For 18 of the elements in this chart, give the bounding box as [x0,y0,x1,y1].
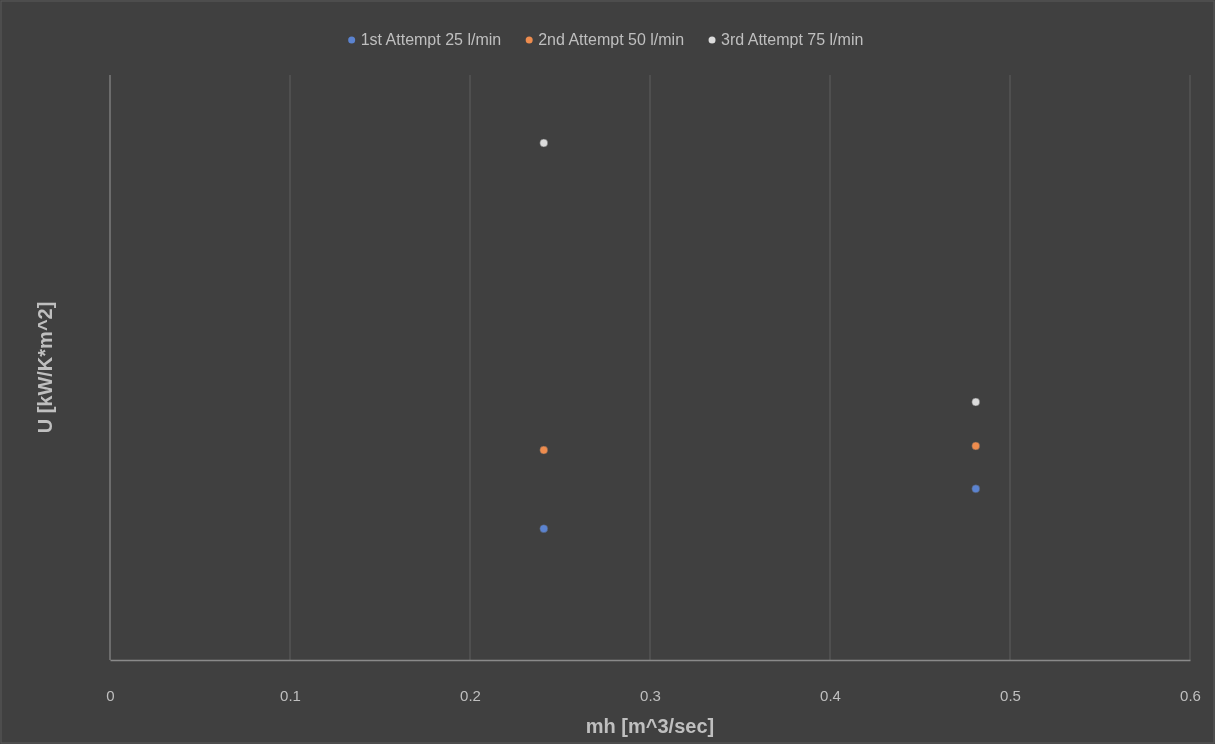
x-tick-label: 0 [106,686,115,704]
point [539,524,549,533]
x-tick-label: 0.5 [1000,686,1021,704]
point [971,484,981,494]
y-axis-title: U [kW/K*m^2] [34,301,56,434]
point [539,138,549,148]
point [971,441,981,451]
legend-label: 1st Attempt 25 l/min [360,31,502,48]
x-tick-label: 0.3 [640,686,661,704]
legend-label: 3rd Attempt 75 l/min [721,31,864,48]
x-tick-label: 0.2 [460,686,481,704]
point [971,397,981,407]
x-axis-title: mh [m^3/sec] [585,715,715,737]
x-tick-label: 0.1 [280,686,301,704]
point [539,445,549,455]
legend-label: 2nd Attempt 50 l/min [538,31,685,48]
x-tick-label: 0.4 [820,686,841,704]
x-tick-label: 0.6 [1180,686,1201,704]
